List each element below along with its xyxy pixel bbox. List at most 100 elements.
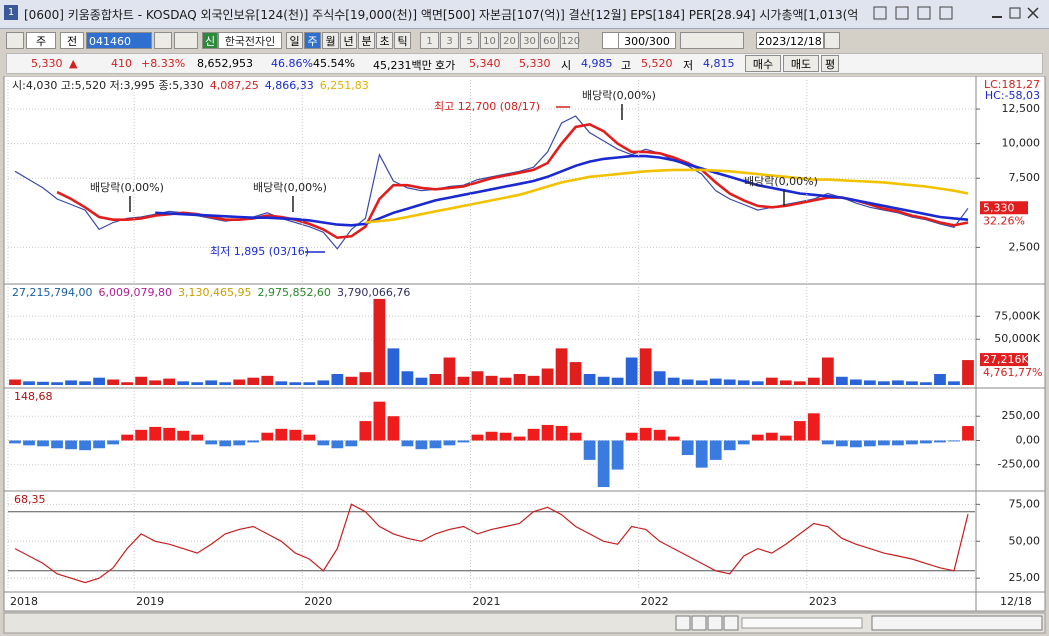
ask: 5,340 xyxy=(469,57,501,70)
stock-name: 한국전자인 xyxy=(218,32,282,49)
annotation: 배당락(0,00%) xyxy=(90,181,164,194)
bar xyxy=(429,374,442,385)
open: 4,985 xyxy=(581,57,613,70)
last-value-label: 5,330 xyxy=(983,201,1015,214)
interval-button[interactable]: 20 xyxy=(500,32,519,49)
bar xyxy=(835,376,848,385)
bar xyxy=(457,440,470,443)
control-icon[interactable] xyxy=(873,6,887,20)
interval-button[interactable]: 10 xyxy=(480,32,499,49)
bar xyxy=(303,434,316,441)
tool-buttons[interactable] xyxy=(680,32,744,49)
bar xyxy=(878,440,890,446)
bar xyxy=(261,432,274,441)
unit-button[interactable]: 틱 xyxy=(394,32,411,49)
control-icon[interactable] xyxy=(917,6,931,20)
quote-label: 호가 xyxy=(435,59,456,72)
y-tick-label: 75,000K xyxy=(994,309,1040,322)
bar xyxy=(920,382,932,385)
scroll-track[interactable] xyxy=(741,617,863,629)
bar xyxy=(821,440,834,445)
scroll-button[interactable] xyxy=(723,615,739,631)
bar xyxy=(121,434,134,441)
bar xyxy=(219,440,232,447)
bar xyxy=(359,372,372,385)
date-input[interactable]: 2023/12/18 xyxy=(756,32,824,49)
bar xyxy=(849,379,862,385)
bar xyxy=(653,371,666,385)
zoom-buttons[interactable] xyxy=(871,615,1043,631)
scroll-button[interactable] xyxy=(707,615,723,631)
bar xyxy=(499,377,512,385)
new-tag: 신 xyxy=(202,32,218,49)
interval-button[interactable]: 30 xyxy=(520,32,539,49)
bar xyxy=(583,374,596,385)
bar xyxy=(247,440,260,443)
interval-button[interactable]: 60 xyxy=(540,32,559,49)
bar xyxy=(485,375,498,385)
bar xyxy=(835,440,848,447)
interval-button[interactable]: 1 xyxy=(420,32,439,49)
y-tick-label: 25,00 xyxy=(1009,571,1041,584)
bar xyxy=(23,381,35,385)
bar xyxy=(401,440,414,447)
close-button[interactable] xyxy=(1027,7,1039,19)
code-input[interactable]: 041460 xyxy=(86,32,152,49)
x-tick-label: 2023 xyxy=(809,595,837,608)
scope-select[interactable]: 전 xyxy=(60,32,84,49)
bar xyxy=(387,416,400,441)
interval-button[interactable]: 120 xyxy=(560,32,580,49)
title-bar: 1 [0600] 키움종합차트 - KOSDAQ 외국인보유[124(천)] 주… xyxy=(0,0,1049,29)
bar xyxy=(513,436,526,441)
bar xyxy=(51,382,63,385)
menu-button[interactable] xyxy=(6,32,24,49)
y-tick-label: 0,00 xyxy=(1016,433,1041,446)
control-icon[interactable] xyxy=(895,6,909,20)
bar xyxy=(373,401,386,441)
unit-button[interactable]: 월 xyxy=(322,32,339,49)
bar xyxy=(569,362,582,385)
bar xyxy=(345,376,358,385)
bar xyxy=(779,435,792,441)
calendar-button[interactable] xyxy=(824,32,840,49)
interval-button[interactable]: 5 xyxy=(460,32,479,49)
bar xyxy=(934,440,946,443)
scroll-button[interactable] xyxy=(691,615,707,631)
unit-button[interactable]: 분 xyxy=(358,32,375,49)
y-tick-label: 50,000K xyxy=(994,332,1040,345)
control-icon[interactable] xyxy=(939,6,953,20)
line-series xyxy=(155,154,969,227)
maximize-button[interactable] xyxy=(1009,7,1021,19)
sound-button[interactable] xyxy=(174,32,198,49)
bar xyxy=(667,436,680,441)
bar xyxy=(121,382,134,385)
open-label: 시 xyxy=(561,59,572,72)
unit-button[interactable]: 주 xyxy=(304,32,321,49)
annotation: 배당락(0,00%) xyxy=(744,175,818,188)
search-button[interactable] xyxy=(154,32,172,49)
bar xyxy=(205,440,218,445)
buy-button[interactable]: 매수 xyxy=(745,55,781,72)
bar xyxy=(849,440,862,448)
unit-button[interactable]: 초 xyxy=(376,32,393,49)
unit-button[interactable]: 년 xyxy=(340,32,357,49)
window-controls[interactable] xyxy=(872,5,1042,23)
unit-button[interactable]: 일 xyxy=(286,32,303,49)
legend-text: 3,130,465,95 xyxy=(178,286,251,299)
bar xyxy=(948,440,960,442)
period-select[interactable]: 주 xyxy=(26,32,56,49)
legend-text: 6,009,079,80 xyxy=(98,286,171,299)
legend-text: 2,975,852,60 xyxy=(257,286,330,299)
x-tick-label: 2020 xyxy=(304,595,332,608)
bar xyxy=(359,421,372,441)
x-tick-label: 2019 xyxy=(136,595,164,608)
avg-button[interactable]: 평 xyxy=(821,55,839,72)
sell-button[interactable]: 매도 xyxy=(783,55,819,72)
count-box: 300/300 xyxy=(618,32,676,49)
bar xyxy=(443,440,456,446)
window-title: [0600] 키움종합차트 - KOSDAQ 외국인보유[124(천)] 주식수… xyxy=(24,8,859,22)
scroll-button[interactable] xyxy=(675,615,691,631)
interval-button[interactable]: 3 xyxy=(440,32,459,49)
bar xyxy=(205,380,218,385)
